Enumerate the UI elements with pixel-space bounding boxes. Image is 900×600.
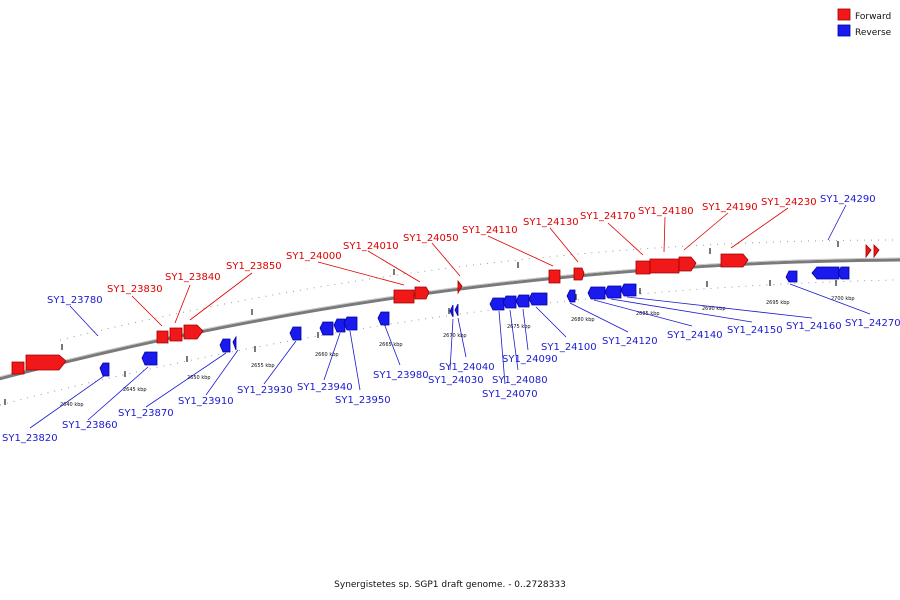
reverse-gene [587,286,606,300]
forward-gene-blocks [11,244,880,375]
forward-gene [635,260,651,275]
gene-label-SY1_24130: SY1_24130 [523,217,579,228]
forward-gene [573,267,585,281]
reverse-gene [289,326,302,341]
gene-label-SY1_24140: SY1_24140 [667,330,723,341]
reverse-gene [604,285,622,299]
gene-label-SY1_24000: SY1_24000 [286,251,342,262]
forward-leader-lines [131,207,789,327]
tick-label: 2695 kbp [766,300,790,306]
forward-gene [414,286,430,300]
forward-gene [183,324,204,340]
tick-label: 2655 kbp [251,363,275,369]
gene-label-SY1_23870: SY1_23870 [118,408,174,419]
forward-gene [548,269,561,284]
reverse-gene [319,321,334,336]
gene-label-SY1_23860: SY1_23860 [62,420,118,431]
tick-label: 2690 kbp [702,306,726,312]
gene-label-SY1_23950: SY1_23950 [335,395,391,406]
gene-label-SY1_24050: SY1_24050 [403,233,459,244]
tick-label: 2640 kbp [60,402,84,408]
reverse-gene [515,294,530,308]
tick-label: 2645 kbp [123,387,147,393]
tick-label: 2680 kbp [571,317,595,323]
gene-label-SY1_24080: SY1_24080 [492,375,548,386]
reverse-gene [502,295,517,309]
gene-label-SY1_24150: SY1_24150 [727,325,783,336]
gene-label-SY1_24010: SY1_24010 [343,241,399,252]
reverse-gene [219,338,231,353]
gene-label-SY1_24270: SY1_24270 [845,318,900,329]
reverse-gene [528,292,548,306]
reverse-gene [99,362,110,377]
gene-label-SY1_24100: SY1_24100 [541,342,597,353]
gene-label-SY1_23850: SY1_23850 [226,261,282,272]
tick-label: 2700 kbp [831,296,855,302]
gene-label-SY1_23930: SY1_23930 [237,385,293,396]
gene-label-SY1_24040: SY1_24040 [439,362,495,373]
forward-gene [25,354,67,371]
reverse-gene [377,311,390,326]
gene-label-SY1_24170: SY1_24170 [580,211,636,222]
reverse-gene [449,304,454,318]
gene-label-SY1_23820: SY1_23820 [2,433,58,444]
reverse-gene [343,316,358,331]
reverse-gene [141,351,158,366]
gene-label-SY1_23780: SY1_23780 [47,295,103,306]
reverse-gene-labels: SY1_23780 SY1_23820 SY1_23860 SY1_23870 … [2,194,900,444]
gene-label-SY1_23830: SY1_23830 [107,284,163,295]
tick-label: 2650 kbp [187,375,211,381]
forward-gene [457,279,463,295]
genome-backbone [0,258,900,381]
reverse-gene [811,266,840,280]
reverse-gene [489,297,505,311]
forward-gene [720,253,749,268]
legend-reverse-swatch [837,24,851,37]
forward-gene [678,256,697,272]
gene-label-SY1_23940: SY1_23940 [297,382,353,393]
legend-reverse-label: Reverse [855,28,892,38]
reverse-gene [837,266,850,280]
tick-label: 2670 kbp [443,333,467,339]
genome-caption: Synergistetes sp. SGP1 draft genome. - 0… [334,580,566,590]
tick-label: 2675 kbp [507,324,531,330]
forward-gene [11,361,25,375]
gene-label-SY1_24030: SY1_24030 [428,375,484,386]
gene-label-SY1_23980: SY1_23980 [373,370,429,381]
forward-gene [873,244,880,259]
gene-label-SY1_23840: SY1_23840 [165,272,221,283]
legend-forward-label: Forward [855,12,891,22]
forward-gene [156,330,169,344]
tick-label: 2665 kbp [379,342,403,348]
reverse-gene [785,270,798,283]
legend: Forward Reverse [837,8,892,38]
gene-label-SY1_24070: SY1_24070 [482,389,538,400]
reverse-gene [566,289,576,303]
tick-label: 2660 kbp [315,352,339,358]
forward-gene [169,327,183,342]
gene-label-SY1_24120: SY1_24120 [602,336,658,347]
forward-gene-labels: SY1_23830 SY1_23840 SY1_23850 SY1_24000 … [107,197,817,295]
gene-label-SY1_24180: SY1_24180 [638,206,694,217]
gene-label-SY1_24110: SY1_24110 [462,225,518,236]
gene-label-SY1_24090: SY1_24090 [502,354,558,365]
gene-label-SY1_24190: SY1_24190 [702,202,758,213]
reverse-gene-blocks [99,266,850,377]
gene-label-SY1_24160: SY1_24160 [786,321,842,332]
reverse-gene [232,335,237,351]
gene-label-SY1_24290: SY1_24290 [820,194,876,205]
reverse-gene [620,283,637,297]
forward-track [59,239,896,341]
gene-label-SY1_23910: SY1_23910 [178,396,234,407]
forward-gene [393,289,415,304]
legend-forward-swatch [837,8,851,21]
reverse-leader-lines [29,204,871,429]
reverse-gene [333,318,346,333]
forward-gene [865,244,872,259]
reverse-gene [454,303,459,317]
forward-gene [649,258,680,274]
gene-label-SY1_24230: SY1_24230 [761,197,817,208]
